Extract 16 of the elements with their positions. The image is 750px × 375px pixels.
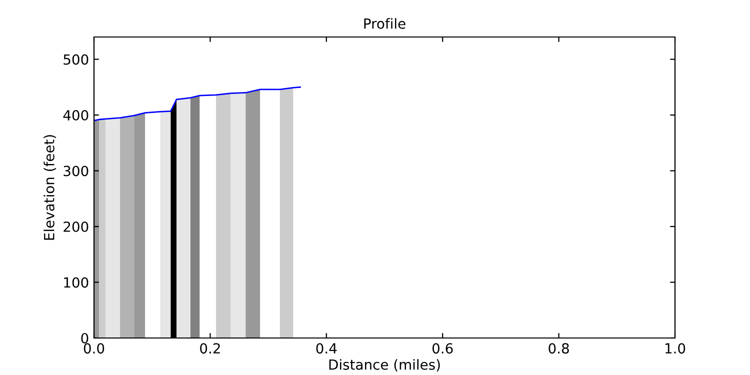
x-tick-label: 0.4 bbox=[316, 343, 337, 354]
y-tick-label: 500 bbox=[64, 54, 88, 65]
x-tick-label: 0.6 bbox=[432, 343, 453, 354]
x-tick-label: 1.0 bbox=[665, 343, 686, 354]
y-axis-title: Elevation (feet) bbox=[44, 135, 56, 240]
chart-title: Profile bbox=[364, 18, 406, 29]
x-axis-title: Distance (miles) bbox=[329, 359, 440, 372]
line-series bbox=[94, 86, 301, 122]
y-tick-label: 100 bbox=[64, 277, 88, 288]
x-tick-label: 0.8 bbox=[548, 343, 569, 354]
x-tick-label: 0.2 bbox=[200, 343, 220, 354]
x-tick-label: 0.0 bbox=[84, 343, 104, 354]
y-tick-label: 200 bbox=[64, 221, 88, 232]
y-tick-label: 300 bbox=[64, 166, 88, 176]
y-tick-label: 0 bbox=[81, 332, 88, 344]
y-tick-label: 400 bbox=[63, 110, 88, 121]
